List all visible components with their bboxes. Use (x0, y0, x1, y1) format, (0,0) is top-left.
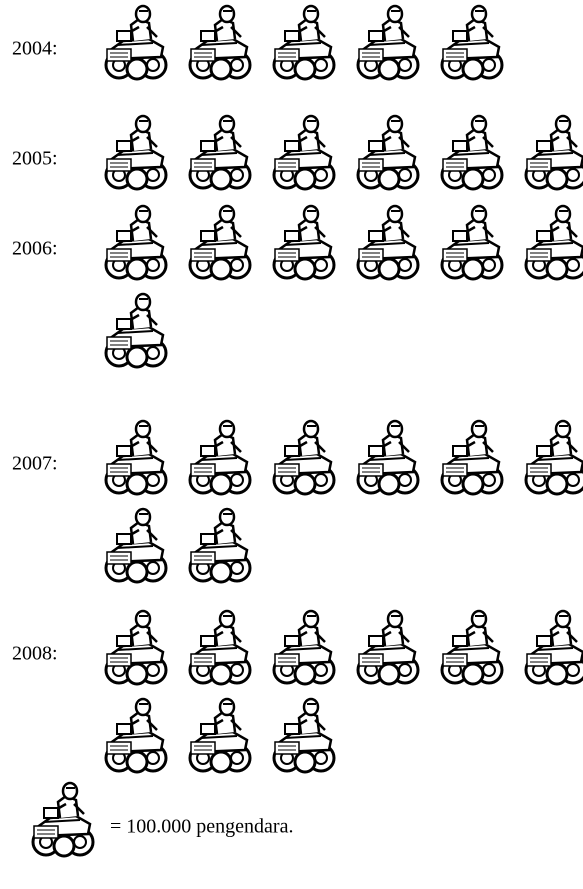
motorcycle-icon (104, 4, 168, 81)
motorcycle-icon (524, 609, 583, 686)
motorcycle-icon (272, 697, 336, 774)
motorcycle-icon (188, 114, 252, 191)
motorcycle-icon (104, 292, 168, 369)
motorcycle-icon (104, 204, 168, 281)
motorcycle-icon (188, 204, 252, 281)
motorcycle-icon (440, 114, 504, 191)
icon-row (104, 114, 583, 191)
motorcycle-icon (188, 507, 252, 584)
motorcycle-icon (104, 114, 168, 191)
motorcycle-icon (104, 609, 168, 686)
motorcycle-icon (272, 609, 336, 686)
icon-row (104, 4, 504, 81)
motorcycle-icon (272, 419, 336, 496)
legend-label: = 100.000 pengendara. (110, 816, 293, 838)
icon-row (104, 204, 583, 369)
motorcycle-icon (272, 4, 336, 81)
motorcycle-icon (440, 419, 504, 496)
motorcycle-icon (272, 204, 336, 281)
category-label: 2007: (12, 453, 58, 475)
motorcycle-icon (188, 4, 252, 81)
motorcycle-icon (524, 204, 583, 281)
pictograph-rows: 2004: 2005: 2006: 2007: 2008: (12, 4, 583, 774)
motorcycle-icon (356, 114, 420, 191)
icon-row (104, 609, 583, 774)
motorcycle-icon (440, 609, 504, 686)
motorcycle-icon (524, 419, 583, 496)
motorcycle-icon (104, 507, 168, 584)
motorcycle-icon (272, 114, 336, 191)
motorcycle-icon (440, 204, 504, 281)
motorcycle-icon (356, 4, 420, 81)
motorcycle-icon (188, 419, 252, 496)
motorcycle-icon (356, 609, 420, 686)
motorcycle-icon (188, 697, 252, 774)
motorcycle-icon (524, 114, 583, 191)
motorcycle-icon (356, 204, 420, 281)
motorcycle-icon (356, 419, 420, 496)
category-label: 2006: (12, 238, 58, 260)
legend: = 100.000 pengendara. (31, 781, 293, 858)
legend-icon (31, 781, 95, 858)
motorcycle-icon (104, 697, 168, 774)
icon-row (104, 419, 583, 584)
motorcycle-icon (104, 419, 168, 496)
motorcycle-icon (188, 609, 252, 686)
motorcycle-icon (440, 4, 504, 81)
category-label: 2004: (12, 38, 58, 60)
category-label: 2005: (12, 148, 58, 170)
category-label: 2008: (12, 643, 58, 665)
